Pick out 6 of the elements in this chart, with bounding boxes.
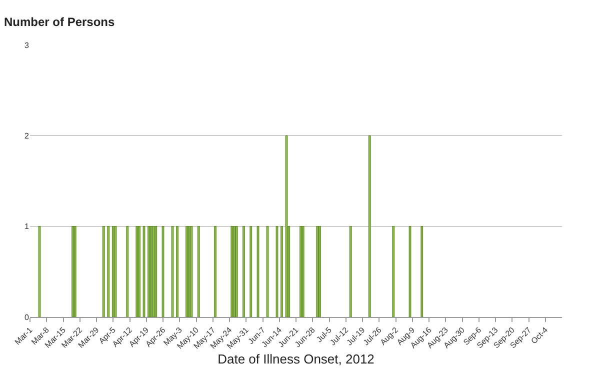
y-axis-title: Number of Persons: [4, 15, 116, 29]
y-tick-label: 0: [24, 312, 30, 322]
y-tick-label: 2: [24, 131, 30, 140]
y-tick-label: 1: [24, 222, 30, 232]
y-tick-label: 3: [24, 40, 30, 50]
x-axis-title: Date of Illness Onset, 2012: [218, 351, 374, 366]
